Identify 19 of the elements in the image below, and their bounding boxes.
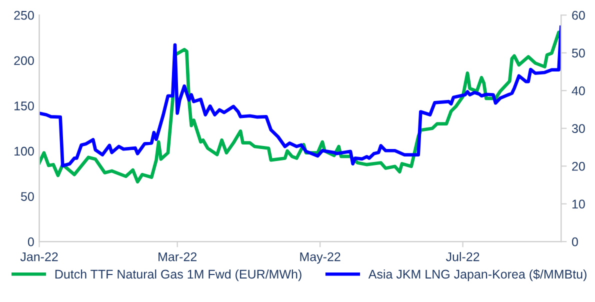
y-tick-label: 0	[28, 237, 34, 246]
y2-tick-label: 20	[572, 162, 585, 171]
y-tick-label: 50	[21, 192, 34, 201]
legend-label: Asia JKM LNG Japan-Korea ($/MMBtu)	[368, 269, 586, 282]
y-tick-label: 200	[14, 56, 34, 66]
x-tick-label: May-22	[300, 252, 340, 264]
y-tick-label: 100	[14, 146, 34, 156]
x-tick-label: Mar-22	[158, 252, 196, 262]
y2-tick-label: 10	[572, 200, 585, 208]
y2-tick-label: 60	[572, 10, 585, 20]
y-tick-label: 250	[14, 10, 34, 20]
legend-label: Dutch TTF Natural Gas 1M Fwd (EUR/MWh)	[55, 269, 302, 282]
y-tick-label: 150	[14, 102, 34, 110]
x-tick-label: Jan-22	[20, 252, 58, 262]
x-tick-label: Jul-22	[446, 252, 480, 262]
y2-tick-label: 50	[572, 48, 585, 58]
y2-tick-label: 30	[572, 124, 585, 133]
y2-tick-label: 0	[572, 237, 578, 246]
y2-tick-label: 40	[572, 86, 585, 96]
